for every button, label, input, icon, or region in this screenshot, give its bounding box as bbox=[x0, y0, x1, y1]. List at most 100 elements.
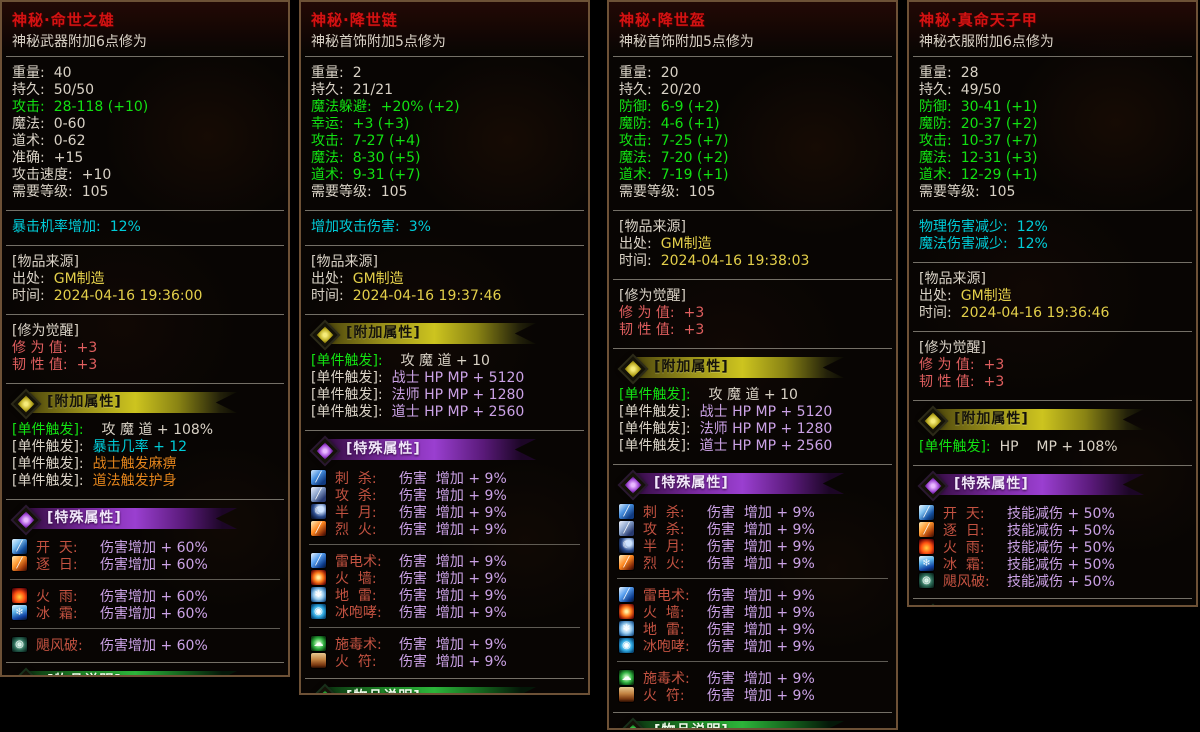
stat-label: 时间: bbox=[919, 305, 952, 321]
stat-row: 需要等级: 105 bbox=[12, 184, 278, 201]
stat-value: 28-118 (+10) bbox=[53, 99, 149, 115]
stat-row: 暴击机率增加: 12% bbox=[12, 219, 278, 236]
section-divider bbox=[913, 262, 1192, 263]
item-tooltip-panel-necklace: 神秘·降世链 神秘首饰附加5点修为 重量: 2 持久: 21/21 魔法躲避: +20% (+… bbox=[299, 0, 590, 695]
item-title: 神秘·降世盔 bbox=[619, 11, 706, 29]
skill-row: ╱ 刺 杀: 伤害 增加 + 9% bbox=[619, 503, 886, 521]
item-tooltip-panel-weapon: 神秘·命世之雄 神秘武器附加6点修为 重量: 40 持久: 50/50 攻击: 28-118 … bbox=[0, 0, 290, 677]
info-section: 重量: 28 持久: 49/50 防御: 30-41 (+1) 魔防: 20-37 (+2) 攻… bbox=[919, 62, 1186, 205]
stat-value: +3 bbox=[683, 305, 705, 321]
stat-row: [单件触发]: 法师 HP MP + 1280 bbox=[619, 421, 886, 438]
skill-huoqiang-icon bbox=[619, 604, 634, 619]
skill-row: ╱ 攻 杀: 伤害 增加 + 9% bbox=[311, 486, 578, 504]
stat-value: 0-60 bbox=[53, 116, 86, 132]
stat-label: 道术: bbox=[619, 167, 652, 183]
stat-label: 韧 性 值: bbox=[619, 322, 675, 338]
skill-row: ╱ 开 天: 技能减伤 + 50% bbox=[919, 504, 1186, 522]
stat-value: 105 bbox=[81, 184, 109, 200]
info-section: [物品来源] 出处: GM制造 时间: 2024-04-16 19:36:00 bbox=[12, 251, 278, 309]
stat-row: [单件触发]: 暴击几率 + 12 bbox=[12, 439, 278, 456]
stat-value: 8-30 (+5) bbox=[352, 150, 421, 166]
stat-value: 2024-04-16 19:36:00 bbox=[53, 288, 203, 304]
stat-row: 出处: GM制造 bbox=[311, 271, 578, 288]
stat-row: 修 为 值: +3 bbox=[12, 340, 278, 357]
skill-list-section: ╱ 开 天: 伤害增加 + 60% ╱ 逐 日: 伤害增加 + 60% 火 雨: 伤害增加 +… bbox=[10, 537, 280, 657]
stat-value: 战士触发麻痹 bbox=[92, 456, 177, 472]
stat-label: [单件触发]: bbox=[619, 387, 691, 403]
stat-value: 105 bbox=[380, 184, 408, 200]
skill-row: ╱ 烈 火: 伤害 增加 + 9% bbox=[619, 554, 886, 572]
stat-row: 需要等级: 105 bbox=[619, 184, 886, 201]
section-divider bbox=[6, 662, 284, 663]
skill-effect-value: 伤害 增加 + 9% bbox=[399, 636, 507, 653]
banner-ribbon bbox=[324, 687, 536, 693]
stat-value: 4-6 (+1) bbox=[660, 116, 720, 132]
skill-row: ❄ 地 雷: 伤害 增加 + 9% bbox=[619, 620, 886, 638]
skill-effect-value: 技能减伤 + 50% bbox=[1007, 556, 1115, 573]
skill-row: ╱ 逐 日: 技能减伤 + 50% bbox=[919, 521, 1186, 539]
special-attributes-banner: [特殊属性] bbox=[311, 436, 578, 464]
item-description-banner: [物品说明] bbox=[12, 668, 278, 675]
skill-effect-value: 伤害增加 + 60% bbox=[100, 556, 208, 573]
stat-row: 攻击: 10-37 (+7) bbox=[919, 133, 1186, 150]
banner-ribbon bbox=[932, 409, 1144, 430]
skill-effect-value: 技能减伤 + 50% bbox=[1007, 573, 1115, 590]
section-header: [物品来源] bbox=[919, 271, 986, 287]
stat-label: 重量: bbox=[919, 65, 952, 81]
stat-row: 准确: +15 bbox=[12, 150, 278, 167]
stat-row: 持久: 50/50 bbox=[12, 82, 278, 99]
stat-value: GM制造 bbox=[960, 288, 1012, 304]
skill-name: 冰咆哮: bbox=[335, 604, 382, 621]
skill-row: 火 雨: 技能减伤 + 50% bbox=[919, 538, 1186, 556]
stat-row: [单件触发]: 道法触发护身 bbox=[12, 473, 278, 490]
stat-label: 重量: bbox=[311, 65, 344, 81]
skill-row: ╱ 雷电术: 伤害 增加 + 9% bbox=[619, 586, 886, 604]
skill-effect-value: 伤害 增加 + 9% bbox=[707, 521, 815, 538]
stat-row: [单件触发]: 战士 HP MP + 5120 bbox=[311, 370, 578, 387]
stat-label: 魔法伤害减少: bbox=[919, 236, 1008, 252]
banner-label: [特殊属性] bbox=[954, 476, 1029, 492]
skill-jufengpo-icon: ◎ bbox=[12, 637, 27, 652]
skill-name: 开 天: bbox=[943, 505, 985, 522]
banner-label: [特殊属性] bbox=[47, 510, 122, 526]
stat-value: 7-20 (+2) bbox=[660, 150, 729, 166]
info-section: [修为觉醒] 修 为 值: +3 韧 性 值: +3 bbox=[12, 320, 278, 378]
section-header: [物品来源] bbox=[619, 219, 686, 235]
stat-value: 暴击几率 + 12 bbox=[92, 439, 188, 455]
stat-row: 道术: 9-31 (+7) bbox=[311, 167, 578, 184]
skill-row: ☁ 施毒术: 伤害 增加 + 9% bbox=[619, 669, 886, 687]
section-divider bbox=[913, 210, 1192, 211]
skill-row: ╱ 烈 火: 伤害 增加 + 9% bbox=[311, 520, 578, 538]
section-divider bbox=[613, 210, 892, 211]
skill-effect-value: 伤害 增加 + 9% bbox=[707, 604, 815, 621]
stat-value: 9-31 (+7) bbox=[352, 167, 421, 183]
skill-list-section: ╱ 开 天: 技能减伤 + 50% ╱ 逐 日: 技能减伤 + 50% 火 雨: 技能减伤 +… bbox=[919, 503, 1186, 593]
info-section: [单件触发]: 攻 魔 道 + 108% [单件触发]: 暴击几率 + 12 [单件触… bbox=[12, 421, 278, 494]
stat-row: 持久: 49/50 bbox=[919, 82, 1186, 99]
stat-label: 暴击机率增加: bbox=[12, 219, 101, 235]
skill-effect-value: 伤害 增加 + 9% bbox=[399, 470, 507, 487]
skill-name: 刺 杀: bbox=[643, 504, 685, 521]
item-title: 神秘·命世之雄 bbox=[12, 11, 115, 29]
stat-label: 攻击: bbox=[12, 99, 45, 115]
banner-label: [物品说明] bbox=[47, 672, 122, 675]
stat-value: +3 bbox=[983, 374, 1005, 390]
banner-ribbon bbox=[632, 473, 844, 494]
section-header: [修为觉醒] bbox=[619, 288, 686, 304]
stat-label: 攻击: bbox=[919, 133, 952, 149]
stat-value: 攻 魔 道 + 10 bbox=[391, 353, 490, 369]
section-divider bbox=[6, 245, 284, 246]
section-divider bbox=[309, 544, 580, 545]
stat-label: 防御: bbox=[919, 99, 952, 115]
banner-ribbon bbox=[25, 508, 237, 529]
stat-label: [单件触发]: bbox=[311, 404, 383, 420]
skill-row: ☾ 半 月: 伤害 增加 + 9% bbox=[311, 503, 578, 521]
stat-label: 时间: bbox=[12, 288, 45, 304]
banner-label: [物品说明] bbox=[346, 688, 421, 693]
stat-label: 攻击: bbox=[311, 133, 344, 149]
stat-row: 攻击: 7-25 (+7) bbox=[619, 133, 886, 150]
diamond-gem-icon bbox=[920, 606, 945, 607]
stat-label: 道术: bbox=[12, 133, 45, 149]
skill-effect-value: 伤害 增加 + 9% bbox=[707, 587, 815, 604]
skill-bingshuang-icon: ❄ bbox=[919, 556, 934, 571]
